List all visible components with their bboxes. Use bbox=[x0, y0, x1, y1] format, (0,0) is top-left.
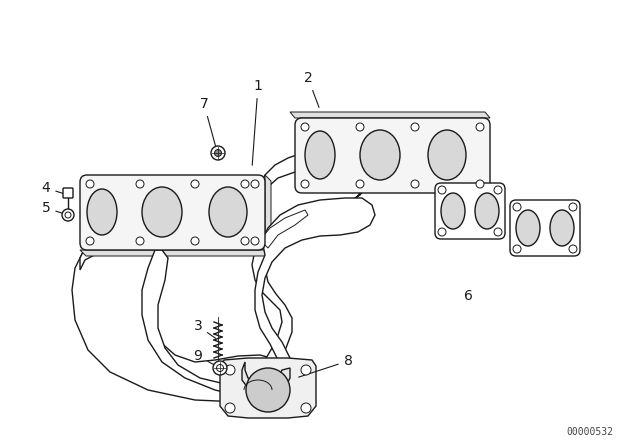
Ellipse shape bbox=[428, 130, 466, 180]
Circle shape bbox=[494, 186, 502, 194]
Ellipse shape bbox=[209, 187, 247, 237]
Circle shape bbox=[251, 180, 259, 188]
Circle shape bbox=[438, 228, 446, 236]
Text: 9: 9 bbox=[193, 349, 218, 366]
Ellipse shape bbox=[142, 187, 182, 237]
FancyBboxPatch shape bbox=[510, 200, 580, 256]
Ellipse shape bbox=[550, 210, 574, 246]
Polygon shape bbox=[80, 175, 271, 256]
Polygon shape bbox=[142, 250, 288, 396]
Circle shape bbox=[513, 203, 521, 211]
Ellipse shape bbox=[475, 193, 499, 229]
Circle shape bbox=[356, 180, 364, 188]
Text: 8: 8 bbox=[299, 354, 353, 377]
Polygon shape bbox=[260, 210, 308, 248]
Circle shape bbox=[246, 368, 290, 412]
Circle shape bbox=[301, 180, 309, 188]
Circle shape bbox=[301, 403, 311, 413]
Text: 2: 2 bbox=[303, 71, 319, 108]
Circle shape bbox=[86, 180, 94, 188]
Circle shape bbox=[513, 245, 521, 253]
Ellipse shape bbox=[441, 193, 465, 229]
Text: 1: 1 bbox=[252, 79, 262, 165]
Circle shape bbox=[191, 180, 199, 188]
Circle shape bbox=[301, 123, 309, 131]
Polygon shape bbox=[72, 242, 295, 402]
Text: 00000532: 00000532 bbox=[566, 427, 614, 437]
Circle shape bbox=[411, 180, 419, 188]
Polygon shape bbox=[252, 148, 370, 370]
Circle shape bbox=[214, 150, 221, 156]
Circle shape bbox=[476, 123, 484, 131]
Circle shape bbox=[569, 245, 577, 253]
Circle shape bbox=[225, 365, 235, 375]
Polygon shape bbox=[255, 198, 375, 370]
FancyBboxPatch shape bbox=[295, 118, 490, 193]
Circle shape bbox=[62, 209, 74, 221]
Circle shape bbox=[216, 365, 223, 371]
Circle shape bbox=[476, 180, 484, 188]
Text: 3: 3 bbox=[194, 319, 216, 338]
Text: 5: 5 bbox=[42, 201, 65, 215]
Polygon shape bbox=[220, 358, 316, 418]
Text: 6: 6 bbox=[463, 289, 472, 303]
FancyBboxPatch shape bbox=[63, 188, 73, 198]
Ellipse shape bbox=[305, 131, 335, 179]
Polygon shape bbox=[80, 240, 155, 270]
Circle shape bbox=[301, 365, 311, 375]
Circle shape bbox=[438, 186, 446, 194]
FancyBboxPatch shape bbox=[435, 183, 505, 239]
Circle shape bbox=[191, 237, 199, 245]
Circle shape bbox=[411, 123, 419, 131]
Circle shape bbox=[211, 146, 225, 160]
Circle shape bbox=[241, 237, 249, 245]
Circle shape bbox=[356, 123, 364, 131]
Polygon shape bbox=[290, 112, 490, 118]
Circle shape bbox=[136, 180, 144, 188]
Text: 7: 7 bbox=[200, 97, 217, 152]
Circle shape bbox=[65, 212, 71, 218]
Circle shape bbox=[136, 237, 144, 245]
Ellipse shape bbox=[516, 210, 540, 246]
Circle shape bbox=[241, 180, 249, 188]
Ellipse shape bbox=[87, 189, 117, 235]
FancyBboxPatch shape bbox=[80, 175, 265, 250]
Circle shape bbox=[251, 237, 259, 245]
Circle shape bbox=[213, 361, 227, 375]
Text: 4: 4 bbox=[42, 181, 65, 195]
Circle shape bbox=[225, 403, 235, 413]
Circle shape bbox=[494, 228, 502, 236]
Circle shape bbox=[86, 237, 94, 245]
Circle shape bbox=[569, 203, 577, 211]
Polygon shape bbox=[242, 362, 290, 393]
Ellipse shape bbox=[360, 130, 400, 180]
